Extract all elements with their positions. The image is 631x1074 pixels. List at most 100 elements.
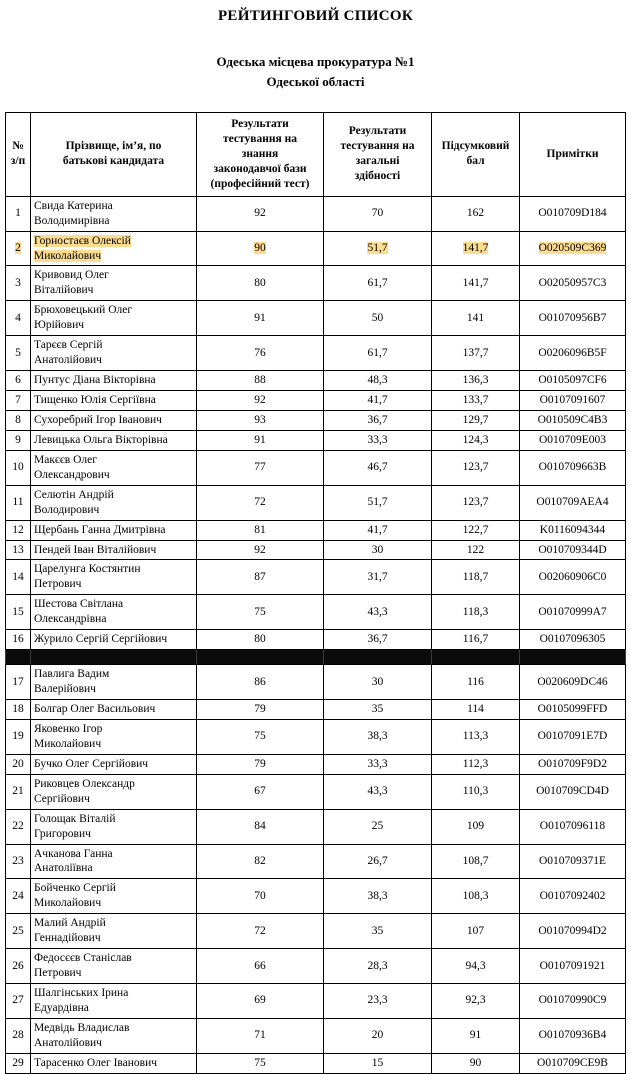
general-abilities-score-cell: 51,7 [323, 230, 432, 267]
page-subtitle: Одеська місцева прокуратура №1 Одеської … [216, 54, 415, 89]
table-row: 18 Болгар Олег Васильович 79 35 114 O0105099F… [5, 699, 626, 720]
total-score-cell-text: 113,3 [462, 730, 489, 743]
row-number-cell: 4 [5, 300, 31, 337]
row-number-cell-text: 5 [15, 346, 21, 359]
prof-test-score-cell-text: 91 [254, 433, 266, 446]
table-row: 15 Шестова Світлана Олександрівна 75 43,3 11… [5, 594, 626, 631]
total-score-cell-text: 137,7 [462, 346, 489, 359]
table-row: 11 Селютін Андрій Володирович 72 51,7 123,7 O… [5, 484, 626, 521]
note-code-cell: O010709663B [519, 449, 626, 486]
candidate-name-cell: Брюховецький Олег Юрійович [30, 300, 197, 337]
general-abilities-score-cell: 33,3 [323, 753, 432, 775]
general-abilities-score-cell-text: 48,3 [367, 374, 388, 387]
candidate-name-cell: Шестова Світлана Олександрівна [30, 594, 197, 631]
note-code-cell: O020509C369 [519, 230, 626, 267]
row-number-cell: 25 [5, 913, 31, 950]
row-number-cell-text: 20 [12, 757, 24, 770]
prof-test-score-cell: 70 [196, 878, 324, 915]
prof-test-score-cell: 71 [196, 1017, 324, 1054]
prof-test-score-cell: 81 [196, 519, 324, 541]
total-score-cell: 109 [431, 808, 520, 845]
prof-test-score-cell-text: 81 [254, 523, 266, 536]
total-score-cell-text: 122 [466, 543, 485, 556]
row-number-cell: 9 [5, 429, 31, 451]
row-number-cell: 29 [5, 1052, 31, 1074]
header-row: № з/п Прізвище, ім’я, по батькові кандид… [5, 112, 626, 197]
prof-test-score-cell: 92 [196, 539, 324, 561]
general-abilities-score-cell: 30 [323, 539, 432, 561]
prof-test-score-cell: 91 [196, 300, 324, 337]
row-number-cell-text: 10 [12, 461, 24, 474]
general-abilities-score-cell-text: 41,7 [367, 523, 388, 536]
row-number-cell: 26 [5, 948, 31, 984]
candidate-name-cell: Кривовид Олег Віталійович [30, 265, 197, 302]
note-code-cell-text: O02060906C0 [538, 570, 607, 583]
total-score-cell-text: 129,7 [462, 413, 489, 426]
general-abilities-score-cell-text: 36,7 [367, 413, 388, 426]
row-number-cell: 20 [5, 753, 31, 775]
table-row: 26 Федосєєв Станіслав Петрович 66 28,3 94,3 O… [5, 948, 626, 984]
candidate-name-cell: Сухоребрий Ігор Іванович [30, 409, 197, 431]
note-code-cell: O010709371E [519, 843, 626, 880]
candidate-name-cell: Шалгінських Ірина Едуардівна [30, 983, 197, 1019]
total-score-cell: 123,7 [431, 484, 520, 521]
table-row: 6 Пунтус Діана Вікторівна 88 48,3 136,3 O0105… [5, 370, 626, 391]
table-row: 5 Тарєєв Сергій Анатолійович 76 61,7 137,7 O0… [5, 335, 626, 372]
candidate-name-cell-text: Пендей Іван Віталійович [34, 543, 157, 556]
note-code-cell-text: K0116094344 [539, 523, 606, 536]
row-number-cell: 27 [5, 983, 31, 1019]
total-score-cell: 137,7 [431, 335, 520, 372]
table-row: 9 Левицька Ольга Вікторівна 91 33,3 124,3 O01… [5, 429, 626, 451]
row-number-cell-text: 7 [15, 394, 21, 406]
candidate-name-cell-text: Федосєєв Станіслав Петрович [34, 952, 132, 980]
row-number-cell-text: 19 [12, 730, 24, 743]
candidate-name-cell: Риковцев Олександр Сергійович [30, 773, 197, 810]
page-title: РЕЙТИНГОВИЙ СПИСОК [217, 8, 414, 24]
note-code-cell: O010709D184 [519, 195, 626, 232]
row-number-cell-text: 15 [12, 605, 24, 618]
general-abilities-score-cell: 43,3 [323, 773, 432, 810]
row-number-cell: 17 [5, 664, 31, 700]
row-number-cell-text: 16 [12, 633, 24, 646]
table-row: 13 Пендей Іван Віталійович 92 30 122 O0107093… [5, 539, 626, 561]
candidate-name-cell: Медвідь Владислав Анатолійович [30, 1017, 197, 1054]
candidate-name-cell-text: Пунтус Діана Вікторівна [34, 374, 156, 387]
note-code-cell-text: O010709CE9B [537, 1056, 608, 1069]
note-code-cell: O010709F9D2 [519, 753, 626, 775]
general-abilities-score-cell-text: 51,7 [367, 496, 388, 509]
row-number-cell-text: 12 [12, 523, 24, 536]
note-code-cell: O010509C4B3 [519, 409, 626, 431]
prof-test-score-cell: 79 [196, 699, 324, 720]
prof-test-score-cell-text: 71 [254, 1029, 266, 1042]
prof-test-score-cell: 87 [196, 559, 324, 596]
prof-test-score-cell: 76 [196, 335, 324, 372]
prof-test-score-cell-text: 72 [254, 496, 266, 509]
row-number-cell: 11 [5, 484, 31, 521]
total-score-cell: 122,7 [431, 519, 520, 541]
note-code-cell-text: O01070956B7 [538, 311, 607, 324]
total-score-cell-text: 91 [469, 1029, 482, 1042]
candidate-name-cell-text: Левицька Ольга Вікторівна [34, 433, 168, 446]
note-code-cell-text: O010709D184 [538, 207, 607, 220]
candidate-name-cell: Пендей Іван Віталійович [30, 539, 197, 561]
row-number-cell-text: 3 [15, 276, 21, 289]
row-number-cell-text: 11 [12, 496, 24, 509]
note-code-cell: O0206096B5F [519, 335, 626, 372]
total-score-cell: 112,3 [431, 753, 520, 775]
row-number-cell-text: 1 [15, 207, 21, 220]
total-score-cell: 108,3 [431, 878, 520, 915]
general-abilities-score-cell: 41,7 [323, 390, 432, 411]
note-code-cell-text: O0105097CF6 [538, 374, 607, 387]
candidate-name-cell-text: Ачканова Ганна Анатоліївна [34, 847, 113, 875]
general-abilities-score-cell-text: 61,7 [367, 276, 388, 289]
table-row: 21 Риковцев Олександр Сергійович 67 43,3 110… [5, 773, 626, 810]
prof-test-score-cell-text: 88 [254, 374, 266, 387]
total-score-cell-text: 141,7 [462, 242, 489, 255]
prof-test-score-cell-text: 75 [254, 730, 266, 743]
general-abilities-score-cell-text: 35 [371, 924, 384, 937]
candidate-name-cell: Тарєєв Сергій Анатолійович [30, 335, 197, 372]
row-number-cell: 14 [5, 559, 31, 596]
table-header: № з/п Прізвище, ім’я, по батькові кандид… [5, 112, 626, 197]
note-code-cell-text: O0107096305 [539, 633, 606, 646]
general-abilities-score-cell-text: 43,3 [367, 605, 388, 618]
